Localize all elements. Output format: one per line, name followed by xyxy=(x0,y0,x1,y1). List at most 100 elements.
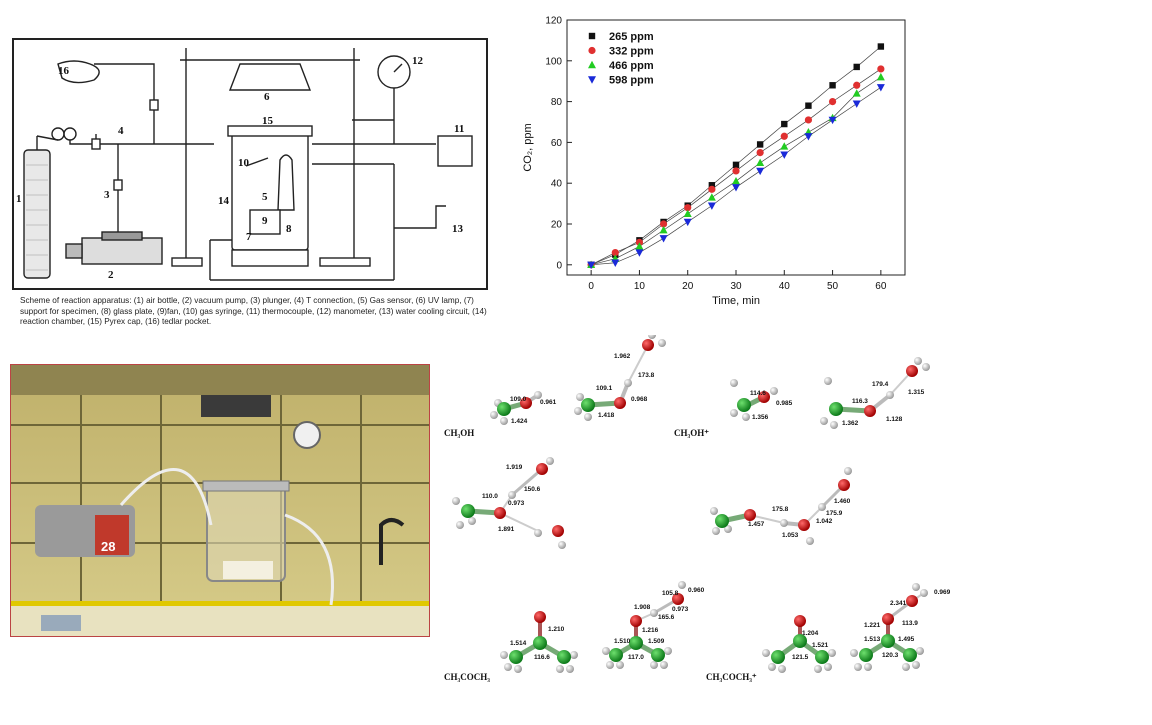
data-point xyxy=(852,89,861,97)
x-tick-label: 30 xyxy=(730,281,742,292)
apparatus-scheme: 1 2 3 4 5 6 7 8 9 10 11 12 13 14 15 16 xyxy=(12,38,488,290)
data-point xyxy=(708,182,716,189)
bond-label: 109.1 xyxy=(596,385,613,392)
bond-label: 1.362 xyxy=(842,420,859,427)
scheme-number: 11 xyxy=(454,123,464,135)
data-point xyxy=(804,133,813,141)
bond-label: 175.9 xyxy=(826,510,843,517)
bond-label: 110.0 xyxy=(482,493,498,500)
bond-label: 1.315 xyxy=(908,389,925,396)
pyrex-cap xyxy=(227,125,313,137)
data-point xyxy=(732,167,740,175)
bond-label: 179.4 xyxy=(872,381,889,388)
y-tick-label: 120 xyxy=(545,16,562,27)
bond-label: 150.6 xyxy=(524,486,541,493)
co2-chart-svg: 0 10 20 30 40 50 60 0 20 40 60 80 100 120 265 ppm 332 … xyxy=(522,16,906,307)
y-tick-label: 80 xyxy=(551,97,563,108)
bond-label: 1.513 xyxy=(864,636,881,643)
data-point xyxy=(708,185,716,193)
scheme-number: 9 xyxy=(262,215,268,227)
scheme-number: 4 xyxy=(118,125,124,137)
scheme-number: 2 xyxy=(108,269,114,281)
legend-marker xyxy=(588,32,596,40)
legend-marker xyxy=(588,60,596,69)
bond-label: 0.960 xyxy=(688,587,705,594)
bond-label: 0.985 xyxy=(776,400,793,407)
data-point xyxy=(707,202,716,210)
bond-label: 165.6 xyxy=(658,614,675,621)
data-point xyxy=(611,248,619,257)
bond-label: 109.0 xyxy=(510,396,527,403)
legend-marker xyxy=(588,76,596,84)
bond-label: 0.973 xyxy=(508,500,525,507)
caption-acetone: CH₃COCH₃ xyxy=(444,672,490,682)
molecule-structures: CH₃OH CH₃OH⁺ CH₃COCH₃ CH₃COCH₃⁺ 109.0 0.… xyxy=(438,331,1152,720)
thermocouple xyxy=(437,135,473,167)
molecule-ch3oh-plus-two-water: 1.460 175.8 175.9 1.457 1.042 1.053 xyxy=(710,467,852,545)
chart-axes: 0 10 20 30 40 50 60 0 20 40 60 80 100 120 xyxy=(545,16,906,292)
data-point xyxy=(683,218,692,227)
molecule-ch3oh-water: 1.962 173.8 109.1 0.968 1.418 xyxy=(574,331,666,421)
data-point xyxy=(635,249,644,257)
bond-label: 1.210 xyxy=(548,626,565,633)
data-point xyxy=(683,209,692,217)
bond-label: 105.8 xyxy=(662,590,679,597)
plot-frame xyxy=(566,19,906,276)
scheme-caption: Scheme of reaction apparatus: (1) air bo… xyxy=(20,296,487,326)
uv-lamp xyxy=(228,63,312,91)
scheme-number: 10 xyxy=(238,157,250,169)
scheme-number: 5 xyxy=(262,191,268,203)
data-point xyxy=(707,193,716,201)
bond-label: 1.919 xyxy=(506,464,523,471)
caption-ch3oh: CH₃OH xyxy=(444,428,474,438)
legend-marker xyxy=(588,46,596,55)
bond-label: 2.341 xyxy=(890,600,907,607)
molecule-acetone-plus: 1.204 1.521 121.5 xyxy=(762,615,836,673)
molecule-ch3oh-plus: 114.6 0.985 1.356 xyxy=(730,379,793,421)
x-tick-label: 0 xyxy=(588,281,594,292)
legend-label: 598 ppm xyxy=(609,75,654,87)
molecule-acetone: 1.210 1.514 116.6 xyxy=(500,611,578,673)
bond-label: 1.510 xyxy=(614,638,631,645)
data-point xyxy=(635,242,644,250)
x-tick-label: 50 xyxy=(827,281,839,292)
scheme-number: 1 xyxy=(16,193,22,205)
bond-label: 1.424 xyxy=(511,418,528,425)
caption-ch3oh-plus: CH₃OH⁺ xyxy=(674,428,709,438)
bond-label: 113.9 xyxy=(902,620,918,627)
data-point xyxy=(732,176,740,185)
scheme-number: 12 xyxy=(412,55,424,67)
data-point xyxy=(876,84,885,92)
data-point xyxy=(828,98,837,106)
data-point xyxy=(684,204,692,212)
data-point xyxy=(780,151,789,159)
bond-label: 1.908 xyxy=(634,604,651,611)
data-point xyxy=(877,43,885,50)
bond-label: 1.204 xyxy=(802,630,819,637)
legend-label: 332 ppm xyxy=(609,46,654,58)
bond-label: 116.3 xyxy=(852,398,868,405)
air-bottle xyxy=(23,149,51,279)
data-point xyxy=(781,120,788,128)
bond-label: 1.509 xyxy=(648,638,665,645)
apparatus-photo: 28 xyxy=(10,364,430,637)
data-point xyxy=(805,102,812,109)
y-tick-label: 40 xyxy=(551,179,563,190)
bond-label: 1.221 xyxy=(864,622,881,629)
scheme-number: 15 xyxy=(262,115,274,127)
bond-label: 1.418 xyxy=(598,412,615,419)
bond-label: 0.968 xyxy=(631,396,648,403)
data-point xyxy=(756,167,765,176)
x-tick-label: 40 xyxy=(779,281,791,292)
tedlar-pocket xyxy=(57,60,100,84)
apparatus-drawing: 1 2 3 4 5 6 7 8 9 10 11 12 13 14 15 16 xyxy=(16,48,473,281)
molecule-ch3oh: 109.0 0.961 1.424 xyxy=(490,391,557,425)
caption-acetone-plus: CH₃COCH₃⁺ xyxy=(706,672,757,682)
y-tick-label: 0 xyxy=(556,260,562,271)
bond-label: 1.356 xyxy=(752,414,769,421)
bond-label: 1.495 xyxy=(898,636,915,643)
series-line xyxy=(591,87,882,266)
x-tick-label: 60 xyxy=(875,281,887,292)
scheme-number: 16 xyxy=(58,65,70,77)
molecule-acetone-water: 0.960 105.8 1.908 0.973 165.6 1.216 1.51… xyxy=(602,581,705,669)
